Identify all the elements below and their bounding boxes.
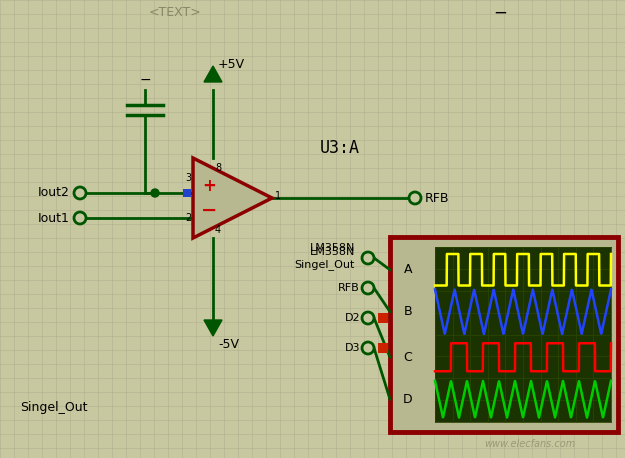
Bar (378, 313, 388, 323)
Text: A: A (404, 263, 412, 276)
Text: D2: D2 (344, 313, 360, 323)
Circle shape (151, 189, 159, 197)
Text: www.elecfans.com: www.elecfans.com (484, 439, 576, 449)
Text: LM358N: LM358N (310, 243, 356, 253)
Circle shape (409, 192, 421, 204)
Bar (378, 343, 388, 353)
Text: −: − (201, 201, 217, 219)
Text: Iout1: Iout1 (38, 212, 70, 224)
Bar (183, 189, 191, 197)
Text: <TEXT>: <TEXT> (149, 6, 201, 20)
Text: U3:A: U3:A (320, 139, 360, 157)
Circle shape (74, 187, 86, 199)
Text: D3: D3 (344, 343, 360, 353)
Text: -5V: -5V (218, 338, 239, 351)
Text: RFB: RFB (338, 283, 360, 293)
Polygon shape (204, 66, 222, 82)
Circle shape (362, 342, 374, 354)
Text: −: − (139, 73, 151, 87)
Text: 1: 1 (275, 191, 281, 201)
Text: −: − (493, 4, 507, 22)
Bar (390, 237, 618, 432)
Text: LM358N: LM358N (309, 247, 355, 257)
Text: C: C (404, 351, 412, 364)
Text: 8: 8 (215, 163, 221, 173)
Text: +5V: +5V (218, 58, 245, 71)
Text: +: + (202, 177, 216, 195)
Circle shape (362, 252, 374, 264)
Text: Iout2: Iout2 (38, 186, 70, 200)
Polygon shape (193, 158, 272, 238)
Text: Singel_Out: Singel_Out (294, 260, 355, 271)
Text: Singel_Out: Singel_Out (20, 402, 88, 414)
Text: 4: 4 (215, 225, 221, 235)
Text: D: D (403, 393, 413, 406)
Text: 2: 2 (185, 213, 191, 223)
Bar (435, 247, 611, 422)
Polygon shape (204, 320, 222, 336)
Text: RFB: RFB (425, 191, 449, 205)
Circle shape (362, 312, 374, 324)
Text: B: B (404, 305, 412, 318)
Circle shape (362, 282, 374, 294)
Circle shape (74, 212, 86, 224)
Text: 3: 3 (185, 173, 191, 183)
